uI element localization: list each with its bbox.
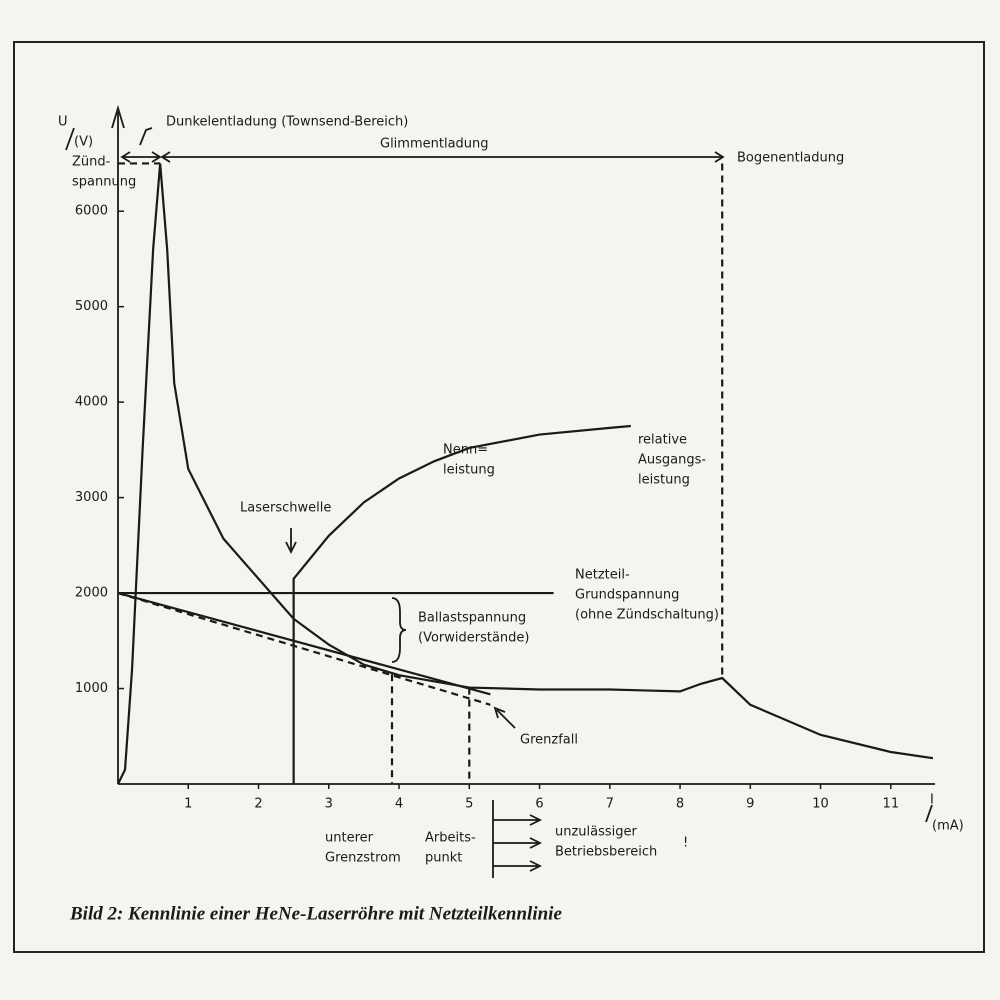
x-axis-label: I: [930, 793, 934, 808]
curve: [117, 592, 491, 706]
y-axis-label: (V): [74, 135, 93, 150]
annotation: Grundspannung: [575, 588, 679, 603]
annotation: Ballastspannung: [418, 611, 526, 626]
y-tick-label: 5000: [75, 299, 108, 314]
annotation: Nenn=: [443, 443, 488, 458]
x-tick-label: 3: [325, 797, 333, 812]
annotation: unterer: [325, 831, 374, 846]
decorations: [65, 104, 935, 878]
x-tick-label: 10: [812, 797, 829, 812]
x-tick-label: 9: [746, 797, 754, 812]
annotation: !: [683, 836, 688, 851]
annotation: relative: [638, 433, 687, 448]
annotation: spannung: [72, 175, 136, 190]
annotation: unzulässiger: [555, 825, 638, 840]
y-tick-label: 6000: [75, 204, 108, 219]
x-tick-label: 2: [254, 797, 262, 812]
y-tick-label: 2000: [75, 586, 108, 601]
y-axis-label: U: [58, 115, 68, 130]
y-tick-label: 4000: [75, 395, 108, 410]
annotation: Dunkelentladung (Townsend-Bereich): [166, 115, 408, 130]
curve: [292, 424, 631, 784]
annotation: Netzteil-: [575, 568, 630, 583]
annotation: Zünd-: [72, 155, 111, 170]
x-axis-label: (mA): [932, 819, 964, 834]
annotation: Bogenentladung: [737, 151, 844, 166]
annotation: Grenzstrom: [325, 851, 401, 866]
annotation: punkt: [425, 851, 462, 866]
curve: [117, 592, 491, 696]
x-tick-label: 7: [606, 797, 614, 812]
y-tick-label: 1000: [75, 681, 108, 696]
annotation: Ausgangs-: [638, 453, 706, 468]
x-tick-label: 8: [676, 797, 684, 812]
annotation: leistung: [443, 463, 495, 478]
annotation: Laserschwelle: [240, 501, 331, 516]
x-tick-label: 1: [184, 797, 192, 812]
annotation: Glimmentladung: [380, 137, 489, 152]
annotation: Betriebsbereich: [555, 845, 657, 860]
annotation: (Vorwiderstände): [418, 631, 530, 646]
x-tick-label: 5: [465, 797, 473, 812]
curve: [117, 163, 934, 785]
y-tick-label: 3000: [75, 490, 108, 505]
x-tick-label: 4: [395, 797, 403, 812]
frame: [13, 41, 985, 953]
annotation: (ohne Zündschaltung): [575, 608, 719, 623]
annotation: leistung: [638, 473, 690, 488]
x-tick-label: 11: [883, 797, 900, 812]
annotation: Arbeits-: [425, 831, 476, 846]
x-tick-label: 6: [535, 797, 543, 812]
chart-title: Bild 2: Kennlinie einer HeNe-Laserröhre …: [69, 903, 562, 924]
annotation: Grenzfall: [520, 733, 578, 748]
